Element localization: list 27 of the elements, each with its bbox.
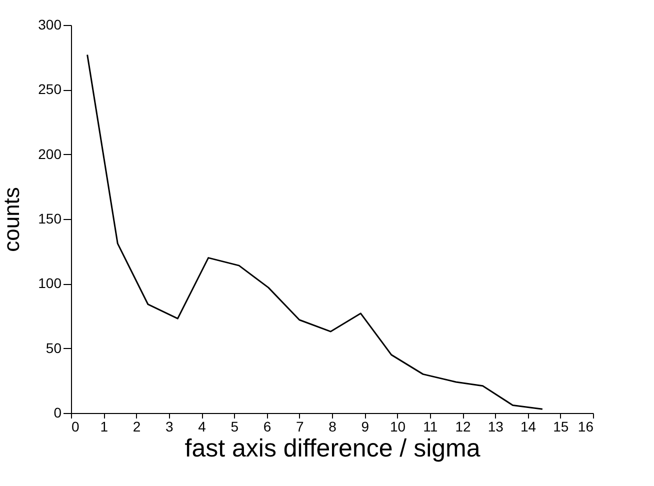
y-tick-label: 250 (38, 81, 62, 98)
y-axis-title: counts (0, 187, 24, 252)
x-tick-label: 11 (423, 418, 438, 434)
x-tick-label: 16 (578, 418, 594, 434)
y-tick-label: 200 (38, 146, 62, 162)
x-tick-label: 3 (165, 418, 174, 434)
x-tick-label: 8 (328, 418, 337, 434)
x-tick-label: 15 (553, 418, 569, 434)
x-tick-label: 12 (455, 418, 471, 434)
x-tick-label: 6 (263, 418, 272, 434)
x-tick-label: 5 (230, 418, 239, 434)
x-tick-label: 7 (296, 418, 304, 434)
x-tick-label: 9 (361, 418, 370, 434)
x-tick-label: 13 (488, 418, 504, 434)
y-tick-label: 300 (38, 16, 62, 32)
x-tick-label: 4 (198, 418, 206, 434)
x-tick-label: 1 (100, 418, 108, 434)
line-series (86, 54, 544, 410)
y-tick-label: 150 (38, 210, 62, 226)
x-tick-label: 0 (72, 418, 80, 434)
x-axis-title: fast axis difference / sigma (184, 434, 480, 462)
y-tick-label: 100 (38, 275, 62, 292)
x-tick-label: 14 (520, 418, 536, 434)
y-tick-label: 0 (54, 404, 62, 420)
y-tick-label: 50 (46, 340, 62, 356)
x-tick-label: 2 (132, 418, 141, 434)
x-tick-label: 10 (390, 418, 406, 434)
